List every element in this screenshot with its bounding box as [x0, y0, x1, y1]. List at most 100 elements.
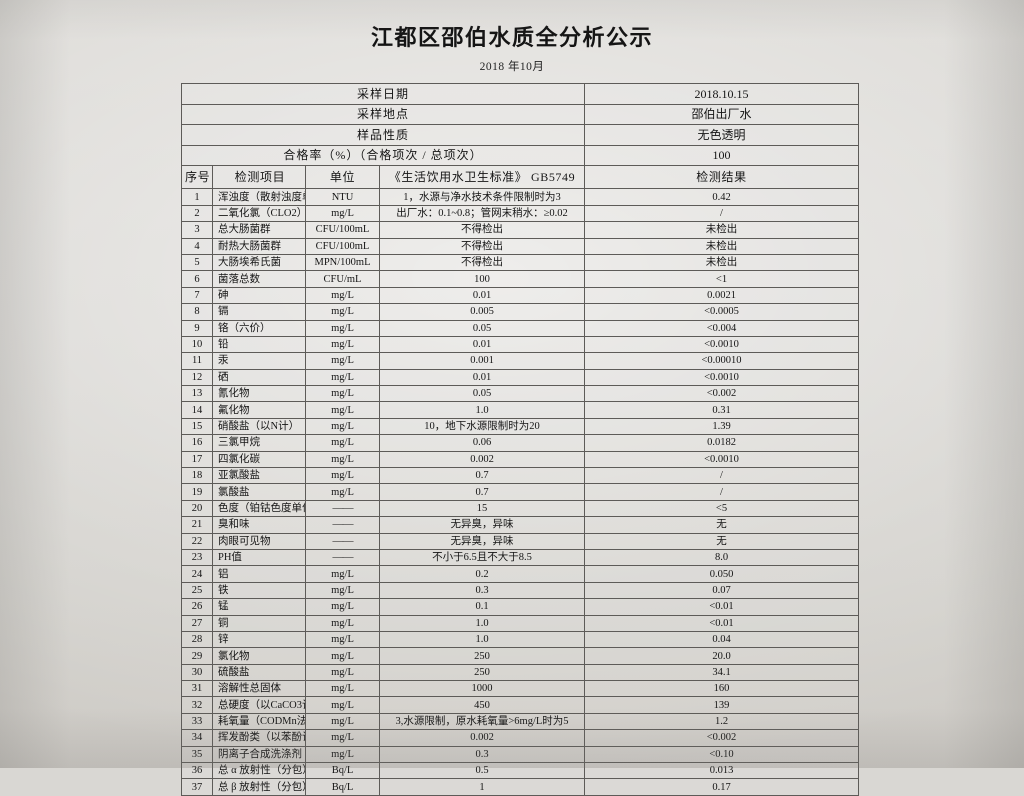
cell-item-name: 锌 [212, 630, 306, 649]
cell-index: 9 [181, 319, 213, 337]
cell-item-name: 硫酸盐 [212, 663, 306, 682]
table-row: 19 氯酸盐 mg/L 0.7/ [181, 483, 859, 501]
cell-unit: —— [305, 516, 380, 534]
cell-measured-result: <5 [584, 499, 859, 518]
cell-unit: Bq/L [305, 778, 380, 796]
cell-index: 2 [181, 204, 213, 223]
cell-unit: mg/L [305, 450, 380, 469]
cell-unit: mg/L [305, 565, 380, 583]
cell-standard-limit: 1000 [378, 680, 586, 698]
cell-item-name: 硝酸盐（以N计） [212, 417, 306, 436]
cell-standard-limit: 0.002 [378, 729, 586, 747]
cell-unit: mg/L [305, 598, 380, 616]
water-quality-report-sheet: 江都区邵伯水质全分析公示 2018 年10月 采样日期 2018.10.15 采… [180, 26, 859, 796]
cell-measured-result: / [584, 204, 859, 223]
cell-standard-limit: 0.7 [378, 467, 586, 485]
cell-standard-limit: 0.05 [378, 319, 586, 337]
cell-item-name: 亚氯酸盐 [212, 467, 306, 485]
cell-standard-limit: 1 [378, 778, 586, 796]
cell-index: 37 [181, 778, 213, 796]
cell-unit: mg/L [305, 712, 380, 731]
table-row: 25 铁 mg/L 0.3 0.07 [181, 581, 859, 600]
table-row: 13 氰化物 mg/L 0.05 <0.002 [181, 385, 859, 403]
cell-index: 35 [181, 745, 213, 764]
cell-measured-result: <0.0010 [584, 450, 859, 469]
cell-measured-result: 0.013 [584, 762, 859, 780]
cell-measured-result: <0.004 [584, 319, 859, 337]
cell-unit: mg/L [305, 680, 380, 698]
cell-standard-limit: 450 [378, 696, 586, 714]
cell-measured-result: <0.002 [584, 385, 859, 403]
page-title: 江都区邵伯水质全分析公示 [370, 26, 653, 51]
cell-item-name: 铜 [212, 614, 306, 632]
cell-standard-limit: 1.0 [378, 401, 586, 419]
cell-item-name: 氟化物 [212, 401, 306, 419]
cell-measured-result: 0.07 [584, 581, 859, 600]
cell-item-name: 铝 [212, 565, 306, 583]
cell-measured-result: 0.04 [584, 630, 859, 649]
cell-item-name: 铬（六价） [212, 319, 306, 337]
cell-standard-limit: 0.1 [378, 598, 586, 616]
cell-index: 25 [181, 581, 213, 600]
cell-standard-limit: 250 [378, 647, 586, 665]
cell-item-name: 总 β 放射性（分包） [212, 778, 306, 796]
cell-measured-result: 无 [584, 532, 859, 550]
cell-unit: mg/L [305, 417, 380, 436]
cell-item-name: PH值 [212, 548, 306, 567]
table-row: 12 硒 mg/L 0.01 <0.0010 [181, 368, 859, 387]
cell-index: 20 [181, 499, 213, 518]
cell-index: 30 [181, 663, 213, 682]
cell-item-name: 二氧化氯（CLO2） [212, 204, 306, 223]
cell-item-name: 铅 [212, 335, 306, 354]
cell-unit: mg/L [305, 483, 380, 501]
cell-index: 7 [181, 286, 213, 305]
table-row: 5 大肠埃希氏菌 MPN/100mL 不得检出 未检出 [181, 253, 859, 272]
table-row: 18 亚氯酸盐 mg/L 0.7/ [181, 467, 859, 485]
cell-index: 21 [181, 516, 213, 534]
table-row: 24 铝 mg/L 0.2 0.050 [181, 565, 859, 583]
cell-unit: —— [305, 548, 380, 567]
table-row: 35 阴离子合成洗涤剂 mg/L 0.3 <0.10 [181, 745, 859, 764]
cell-standard-limit: 250 [378, 663, 586, 682]
cell-index: 22 [181, 532, 213, 550]
cell-item-name: 色度（铂钴色度单位） [212, 499, 306, 518]
cell-standard-limit: 0.05 [378, 385, 586, 403]
cell-measured-result: <0.002 [584, 729, 859, 747]
cell-index: 12 [181, 368, 213, 387]
report-period-subtitle: 2018 年10月 [479, 61, 545, 74]
cell-measured-result: 未检出 [584, 253, 859, 272]
table-row: 31 溶解性总固体 mg/L 1000 160 [181, 680, 859, 698]
cell-measured-result: 160 [584, 680, 859, 698]
cell-measured-result: 0.17 [584, 778, 859, 796]
cell-measured-result: 139 [584, 696, 859, 714]
cell-item-name: 浑浊度（散射浊度单位） [212, 188, 306, 206]
cell-unit: mg/L [305, 696, 380, 714]
cell-unit: mg/L [305, 368, 380, 387]
cell-standard-limit: 0.2 [378, 565, 586, 583]
table-row: 10 铅 mg/L 0.01 <0.0010 [181, 335, 859, 354]
table-row: 26 锰 mg/L 0.1 <0.01 [181, 598, 859, 616]
cell-index: 34 [181, 729, 213, 747]
cell-index: 33 [181, 712, 213, 731]
table-row: 30 硫酸盐 mg/L 250 34.1 [181, 663, 859, 682]
cell-item-name: 三氯甲烷 [212, 434, 306, 452]
cell-index: 28 [181, 630, 213, 649]
cell-standard-limit: 不小于6.5且不大于8.5 [378, 548, 586, 567]
cell-item-name: 溶解性总固体 [212, 680, 306, 698]
cell-item-name: 耗氧量（CODMn法，以O2计） [212, 712, 306, 731]
cell-standard-limit: 3,水源限制，原水耗氧量>6mg/L时为5 [378, 712, 586, 731]
cell-index: 8 [181, 303, 213, 321]
cell-standard-limit: 不得检出 [378, 237, 586, 255]
cell-measured-result: 34.1 [584, 663, 859, 682]
cell-index: 17 [181, 450, 213, 469]
cell-measured-result: <0.01 [584, 614, 859, 632]
column-header-no: 序号 [181, 165, 213, 190]
cell-item-name: 氯化物 [212, 647, 306, 665]
cell-unit: mg/L [305, 352, 380, 370]
cell-measured-result: / [584, 467, 859, 485]
cell-index: 31 [181, 680, 213, 698]
cell-unit: MPN/100mL [305, 253, 380, 272]
table-row: 11 汞 mg/L 0.001 <0.00010 [181, 352, 859, 370]
cell-item-name: 铁 [212, 581, 306, 600]
